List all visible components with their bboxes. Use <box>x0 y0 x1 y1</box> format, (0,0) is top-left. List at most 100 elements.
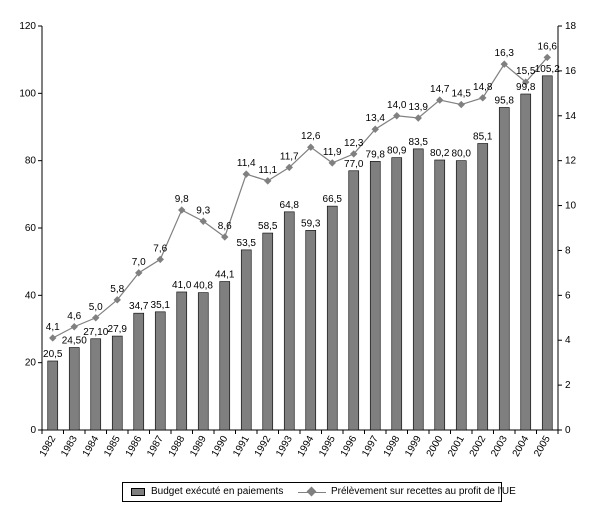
bar <box>68 347 80 431</box>
x-tick-label: 1995 <box>317 434 338 459</box>
bar-data-label: 64,8 <box>280 200 300 211</box>
bar <box>197 292 209 431</box>
line-marker <box>92 314 100 322</box>
line-data-label: 5,0 <box>89 302 103 313</box>
x-tick-label: 1993 <box>274 434 295 459</box>
bar <box>283 211 295 431</box>
y-tick-label-left: 0 <box>30 425 36 436</box>
bar-data-label: 34,7 <box>129 301 149 312</box>
line-marker <box>543 53 551 62</box>
y-tick-label-left: 60 <box>25 223 37 234</box>
bar-data-label: 80,2 <box>430 148 450 159</box>
line-data-label: 11,7 <box>280 151 299 162</box>
bar-data-label: 99,8 <box>516 82 536 93</box>
x-tick-label: 1984 <box>81 434 102 459</box>
line-data-label: 7,6 <box>153 243 167 254</box>
y-tick-label-right: 4 <box>565 335 571 346</box>
line-marker <box>156 255 164 264</box>
bar <box>541 75 553 431</box>
bar <box>326 205 338 431</box>
line-data-label: 11,1 <box>258 165 277 176</box>
line-data-label: 11,4 <box>237 158 256 169</box>
line-marker <box>135 269 143 277</box>
line-data-label: 9,8 <box>175 194 189 205</box>
y-tick-label-left: 40 <box>25 290 37 301</box>
bar-data-label: 80,9 <box>387 146 407 157</box>
y-tick-label-right: 16 <box>565 66 577 77</box>
y-tick-label-right: 6 <box>565 290 571 301</box>
legend-bar-swatch <box>131 488 145 496</box>
line-series <box>52 57 548 339</box>
line-data-label: 9,3 <box>196 205 210 216</box>
x-tick-label: 2002 <box>468 434 489 459</box>
bar <box>219 281 231 431</box>
y-tick-label-left: 120 <box>19 21 36 32</box>
x-tick-label: 1985 <box>102 434 123 459</box>
line-data-label: 7,0 <box>132 257 146 268</box>
x-tick-label: 2005 <box>532 434 553 459</box>
bar <box>369 161 381 431</box>
line-data-label: 16,3 <box>495 48 515 59</box>
bar-data-label: 44,1 <box>215 270 235 281</box>
bar-data-label: 77,0 <box>344 159 364 170</box>
x-tick-label: 1986 <box>124 434 145 459</box>
y-tick-label-right: 8 <box>565 245 571 256</box>
line-data-label: 8,6 <box>218 221 232 232</box>
x-tick-label: 1992 <box>253 434 274 459</box>
line-data-label: 12,3 <box>344 138 364 149</box>
x-tick-label: 2001 <box>446 434 467 459</box>
x-tick-label: 2004 <box>511 434 532 459</box>
legend-diamond-marker <box>306 486 317 497</box>
bar <box>498 107 510 431</box>
line-data-label: 15,5 <box>516 66 536 77</box>
x-tick-label: 2000 <box>425 434 446 459</box>
line-marker <box>70 323 78 331</box>
line-marker <box>49 334 57 342</box>
bar <box>520 93 532 431</box>
line-marker <box>522 78 530 86</box>
bar-data-label: 24,50 <box>62 336 87 347</box>
line-data-label: 14,0 <box>387 100 407 111</box>
x-tick-label: 1997 <box>360 434 381 459</box>
line-marker <box>242 170 250 178</box>
line-marker <box>414 114 422 122</box>
bar <box>391 157 403 431</box>
line-data-label: 4,6 <box>67 311 81 322</box>
bar-data-label: 20,5 <box>43 349 63 360</box>
bar-data-label: 59,3 <box>301 218 321 229</box>
bar-data-label: 79,8 <box>366 149 386 160</box>
line-marker <box>199 217 207 225</box>
bar-data-label: 80,0 <box>452 149 472 160</box>
x-tick-label: 1989 <box>188 434 209 459</box>
line-data-label: 11,9 <box>323 147 342 158</box>
y-tick-label-right: 14 <box>565 111 577 122</box>
bar <box>305 230 317 431</box>
line-marker <box>350 150 358 158</box>
line-data-label: 4,1 <box>46 322 60 333</box>
line-data-label: 5,8 <box>110 284 124 295</box>
line-marker <box>457 100 465 109</box>
line-marker <box>285 163 293 172</box>
line-marker <box>479 94 487 102</box>
line-data-label: 13,4 <box>366 113 386 124</box>
x-tick-label: 1988 <box>167 434 188 459</box>
x-tick-label: 2003 <box>489 434 510 459</box>
line-marker <box>436 96 444 104</box>
bar-data-label: 27,9 <box>108 324 128 335</box>
x-tick-label: 1998 <box>382 434 403 459</box>
y-tick-label-right: 12 <box>565 156 577 167</box>
line-marker <box>328 159 336 167</box>
bar <box>133 312 145 431</box>
line-marker <box>264 177 272 185</box>
x-tick-label: 1983 <box>59 434 80 459</box>
x-tick-label: 1991 <box>231 434 252 459</box>
x-tick-label: 1996 <box>339 434 360 459</box>
line-marker <box>113 296 121 304</box>
y-tick-label-left: 100 <box>19 88 36 99</box>
legend: Budget exécuté en paiements Prélèvement … <box>122 482 516 502</box>
bar <box>434 159 446 431</box>
line-marker <box>307 143 315 151</box>
line-marker <box>178 206 186 214</box>
